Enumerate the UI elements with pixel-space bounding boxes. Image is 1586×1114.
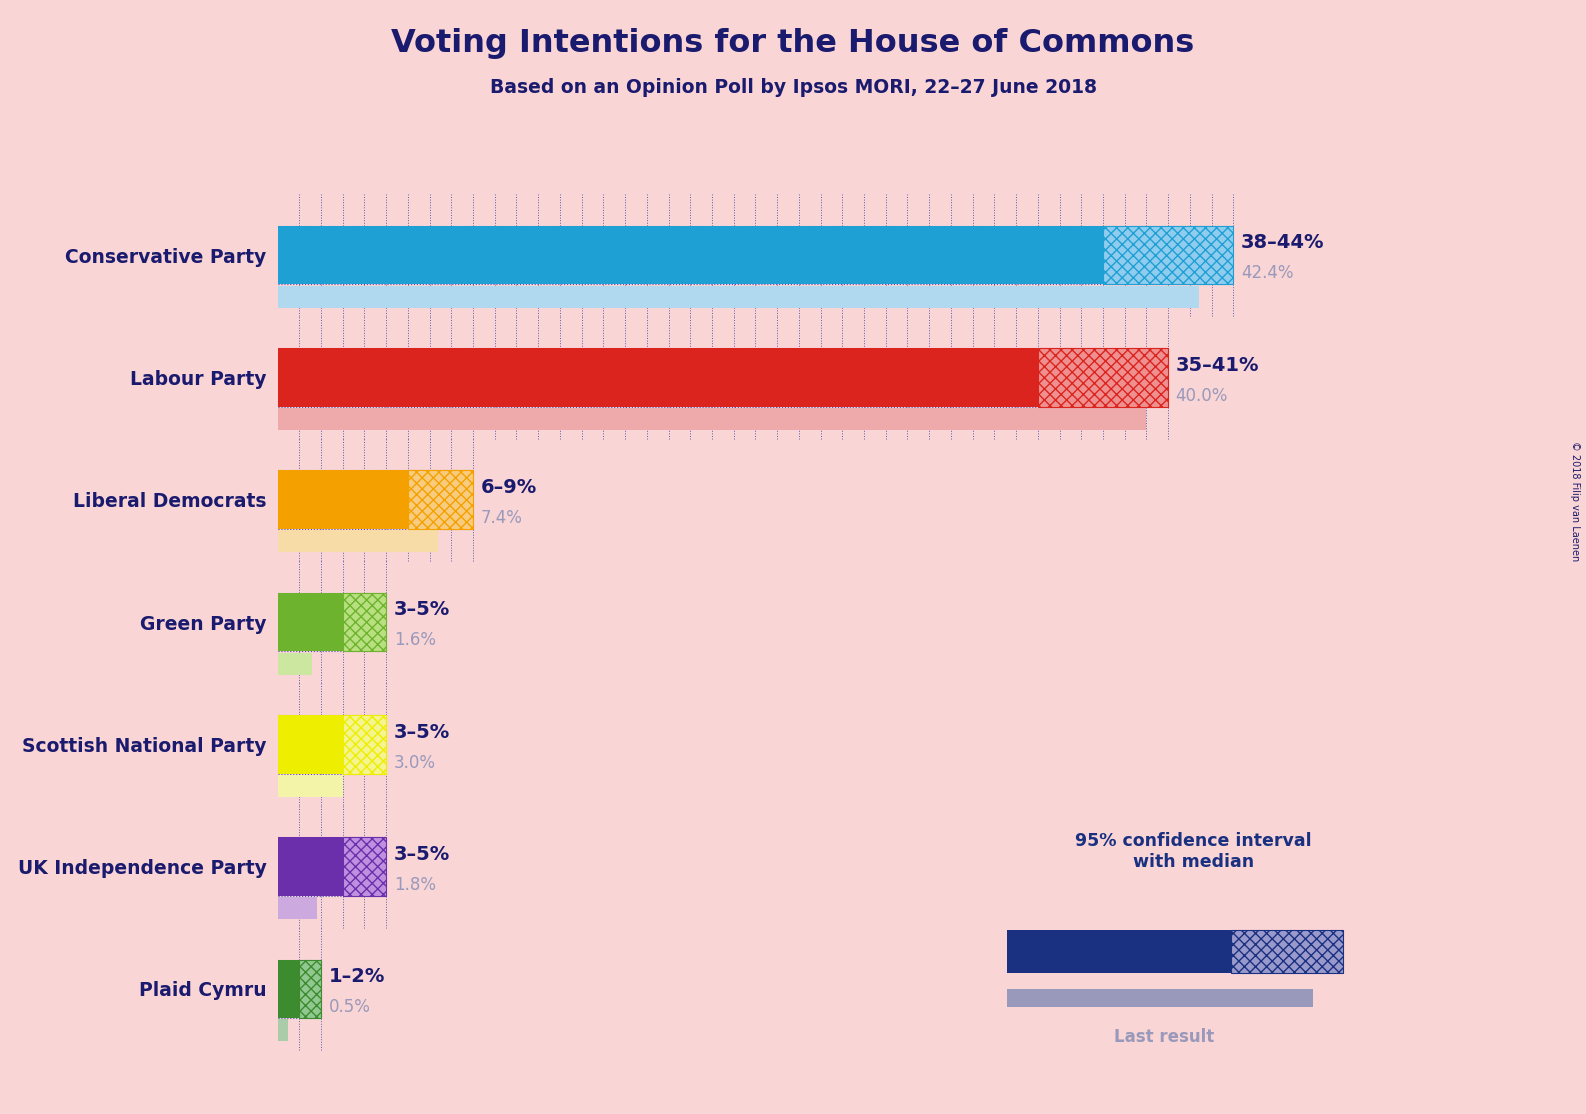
Bar [278, 838, 343, 896]
Bar [278, 715, 343, 773]
Bar [278, 1019, 289, 1042]
Bar [278, 775, 343, 797]
Bar [278, 959, 300, 1018]
Text: 95% confidence interval
with median: 95% confidence interval with median [1075, 832, 1312, 871]
Text: 38–44%: 38–44% [1240, 234, 1324, 253]
Text: © 2018 Filip van Laenen: © 2018 Filip van Laenen [1570, 441, 1580, 561]
Bar [343, 838, 385, 896]
Text: 3–5%: 3–5% [393, 723, 450, 742]
Text: 3–5%: 3–5% [393, 600, 450, 619]
Bar [1231, 930, 1342, 973]
Text: Last result: Last result [1113, 1028, 1213, 1046]
Text: 35–41%: 35–41% [1175, 355, 1259, 374]
Bar [278, 593, 343, 652]
Bar [1102, 226, 1234, 284]
Text: 0.5%: 0.5% [328, 998, 371, 1016]
Text: 1.8%: 1.8% [393, 876, 436, 893]
Bar [278, 408, 1147, 430]
Bar [278, 653, 312, 675]
Text: 40.0%: 40.0% [1175, 387, 1228, 404]
Bar [408, 470, 473, 529]
Text: 1.6%: 1.6% [393, 632, 436, 649]
Bar [278, 530, 438, 553]
Text: 3–5%: 3–5% [393, 844, 450, 863]
Bar [278, 470, 408, 529]
Bar [343, 593, 385, 652]
Bar [1007, 989, 1313, 1007]
Bar [343, 715, 385, 773]
Bar [1037, 348, 1169, 407]
Text: 1–2%: 1–2% [328, 967, 385, 986]
Text: 42.4%: 42.4% [1240, 264, 1294, 283]
Bar [300, 959, 320, 1018]
Text: Voting Intentions for the House of Commons: Voting Intentions for the House of Commo… [392, 28, 1194, 59]
Bar [278, 897, 317, 919]
Text: 6–9%: 6–9% [481, 478, 538, 497]
Text: 7.4%: 7.4% [481, 509, 522, 527]
Bar [278, 226, 1102, 284]
Text: Based on an Opinion Poll by Ipsos MORI, 22–27 June 2018: Based on an Opinion Poll by Ipsos MORI, … [490, 78, 1096, 97]
Bar [278, 348, 1037, 407]
Text: 3.0%: 3.0% [393, 754, 436, 772]
Bar [278, 285, 1199, 307]
Bar [1007, 930, 1231, 973]
